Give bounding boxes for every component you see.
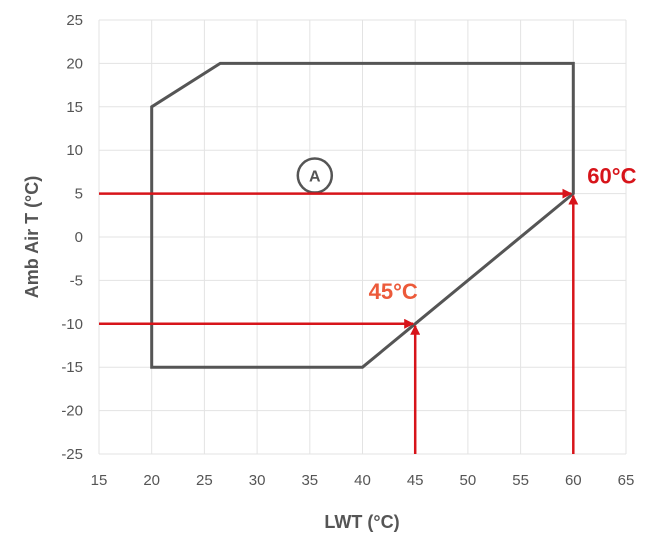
y-tick-label: -20 [61, 403, 83, 420]
y-tick-label: 0 [75, 229, 83, 246]
x-tick-label: 60 [565, 472, 582, 489]
tick-labels: 15 20 25 30 35 40 45 50 55 60 652520151050-5-10-15… [61, 12, 634, 489]
x-tick-label: 30 [249, 472, 266, 489]
annotations: 60°C 45°C [99, 164, 637, 454]
y-tick-label: -15 [61, 359, 83, 376]
grid [98, 19, 627, 455]
y-tick-label: 25 [66, 12, 83, 29]
annotation-label: 60°C [587, 164, 636, 189]
envelope: A [150, 61, 575, 369]
x-tick-label: 55 [512, 472, 529, 489]
zone-label-text: A [309, 169, 321, 186]
y-tick-label: 10 [66, 142, 83, 159]
y-axis-title: Amb Air T (°C) [22, 176, 42, 299]
x-tick-label: 20 [143, 472, 160, 489]
x-tick-label: 15 [91, 472, 108, 489]
y-tick-label: 20 [66, 55, 83, 72]
x-axis-title: LWT (°C) [324, 512, 399, 532]
x-tick-label: 65 [618, 472, 635, 489]
y-tick-label: -25 [61, 446, 83, 463]
y-tick-label: -5 [70, 272, 83, 289]
y-tick-label: 15 [66, 99, 83, 116]
y-tick-label: -10 [61, 316, 83, 333]
envelope-boundary-line [150, 61, 575, 369]
x-tick-label: 40 [354, 472, 371, 489]
x-tick-label: 50 [460, 472, 477, 489]
x-tick-label: 25 [196, 472, 213, 489]
x-tick-label: 35 [301, 472, 318, 489]
annotation-label: 45°C [369, 279, 418, 304]
x-tick-label: 45 [407, 472, 424, 489]
y-tick-label: 5 [75, 186, 83, 203]
